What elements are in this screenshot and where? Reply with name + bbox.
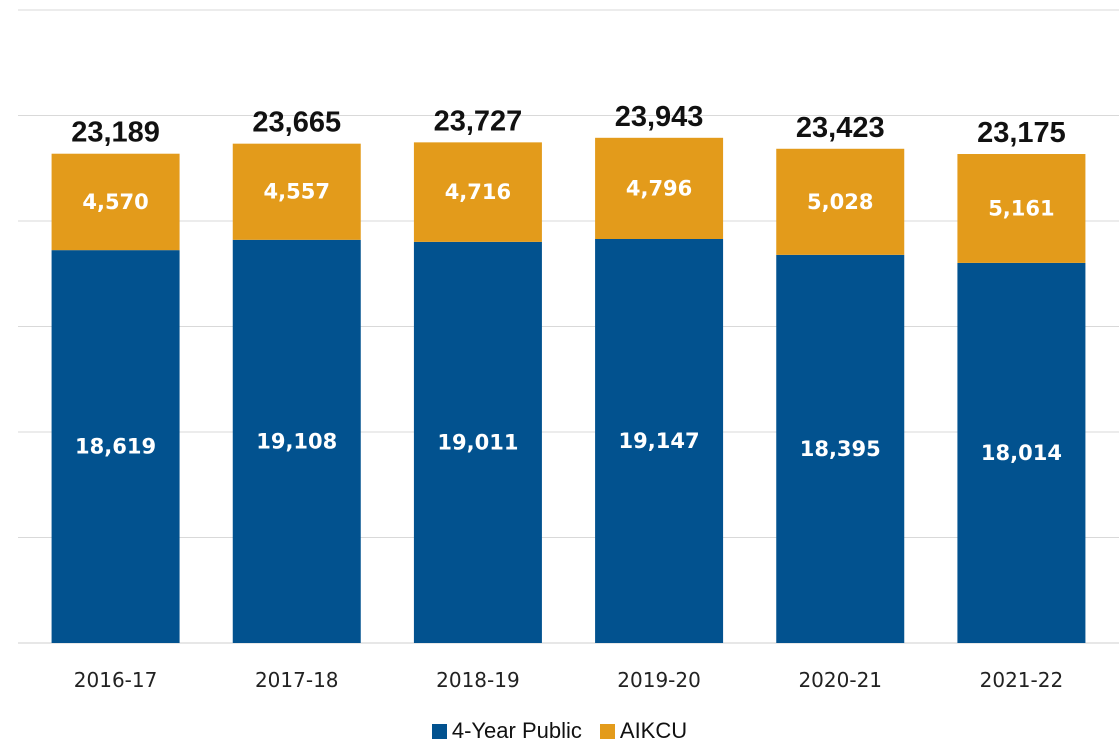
legend-item-4-year-public: 4-Year Public bbox=[431, 718, 582, 744]
bar-segment-4-year-public bbox=[413, 241, 542, 643]
segment-value-label: 19,108 bbox=[256, 429, 337, 453]
segment-value-label: 18,619 bbox=[75, 435, 156, 459]
total-value-label: 23,943 bbox=[615, 101, 704, 133]
segment-value-label: 18,395 bbox=[800, 437, 881, 461]
data-labels: 18,619 4,570 23,189 2016-17 19,108 4,557 23,66… bbox=[71, 101, 1066, 692]
total-value-label: 23,665 bbox=[252, 107, 341, 139]
x-tick-label: 2019-20 bbox=[617, 668, 701, 692]
bar-segment-4-year-public bbox=[51, 250, 180, 643]
legend-label-aikcu: AIKCU bbox=[619, 718, 688, 743]
segment-value-label: 4,716 bbox=[445, 180, 511, 204]
chart-legend: 4-Year Public AIKCU bbox=[0, 718, 1119, 744]
x-tick-label: 2016-17 bbox=[74, 668, 158, 692]
legend-item-aikcu: AIKCU bbox=[599, 718, 688, 744]
bar-segment-aikcu bbox=[413, 142, 542, 242]
segment-value-label: 4,570 bbox=[82, 190, 148, 214]
bar-segment-aikcu bbox=[232, 143, 361, 240]
total-value-label: 23,189 bbox=[71, 117, 160, 149]
x-tick-label: 2021-22 bbox=[980, 668, 1064, 692]
segment-value-label: 5,161 bbox=[988, 196, 1054, 220]
bar-segment-aikcu bbox=[595, 137, 724, 239]
bar-segment-4-year-public bbox=[776, 254, 905, 644]
total-value-label: 23,175 bbox=[977, 117, 1066, 149]
x-tick-label: 2018-19 bbox=[436, 668, 520, 692]
bar-segment-aikcu bbox=[51, 153, 180, 251]
legend-swatch-4-year-public bbox=[431, 723, 447, 739]
segment-value-label: 5,028 bbox=[807, 190, 873, 214]
total-value-label: 23,727 bbox=[434, 105, 523, 137]
segment-value-label: 19,147 bbox=[619, 429, 700, 453]
bar-segment-4-year-public bbox=[232, 239, 361, 643]
legend-label-4-year-public: 4-Year Public bbox=[451, 718, 582, 743]
total-value-label: 23,423 bbox=[796, 112, 885, 144]
segment-value-label: 4,796 bbox=[626, 176, 692, 200]
segment-value-label: 4,557 bbox=[264, 180, 330, 204]
x-tick-label: 2017-18 bbox=[255, 668, 339, 692]
segment-value-label: 19,011 bbox=[437, 430, 518, 454]
gridlines bbox=[18, 9, 1119, 644]
x-tick-label: 2020-21 bbox=[798, 668, 882, 692]
segment-value-label: 18,014 bbox=[981, 441, 1062, 465]
bar-segment-4-year-public bbox=[957, 262, 1086, 643]
bar-segment-aikcu bbox=[957, 154, 1086, 263]
bar-segment-aikcu bbox=[776, 148, 905, 255]
legend-swatch-aikcu bbox=[599, 723, 615, 739]
bar-segment-4-year-public bbox=[595, 238, 724, 644]
bars bbox=[51, 137, 1086, 644]
